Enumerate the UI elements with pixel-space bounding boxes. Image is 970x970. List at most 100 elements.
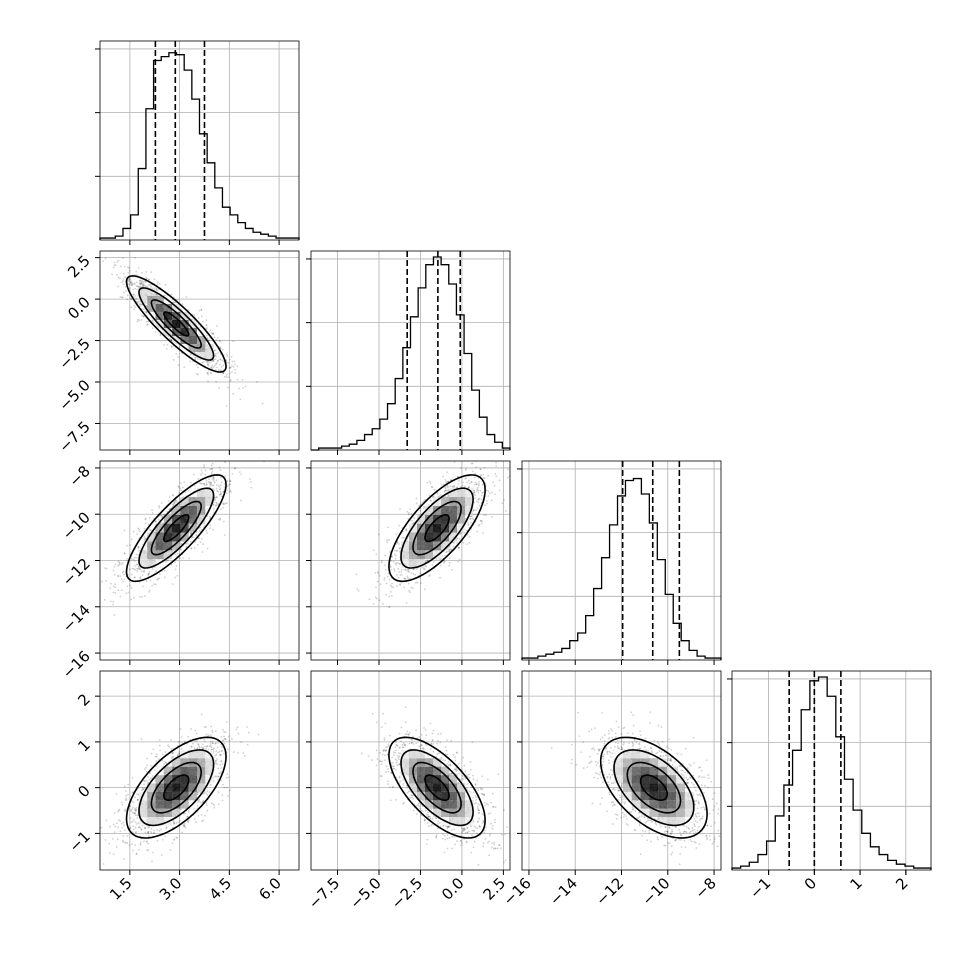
scatter-point [501,502,504,505]
scatter-point [141,596,143,598]
scatter-point [219,493,222,496]
scatter-point [458,547,461,549]
scatter-point [212,528,214,531]
scatter-point [374,572,377,574]
scatter-point [170,512,173,515]
scatter-point [397,567,400,570]
scatter-point [400,568,403,571]
scatter-point [156,578,159,581]
scatter-point [110,582,112,585]
scatter-point [185,545,188,548]
scatter-point [208,361,211,364]
scatter-point [229,379,232,381]
scatter-point [171,550,174,552]
scatter-point [156,294,159,297]
scatter-point [172,300,175,303]
scatter-point [177,356,180,358]
scatter-point [409,508,411,511]
scatter-point [132,567,135,570]
scatter-point [390,559,393,562]
density-cell [163,514,173,524]
scatter-point [470,515,473,518]
scatter-point [215,495,218,498]
scatter-point [431,563,434,566]
scatter-point [165,348,168,350]
panel-frame [310,250,511,451]
density-cell [163,319,173,328]
scatter-point [386,575,389,578]
scatter-point [210,468,213,470]
scatter-point [164,561,167,564]
scatter-point [476,530,479,533]
scatter-point [214,349,217,352]
density-cell [197,335,206,345]
scatter-point [385,593,387,596]
scatter-point [210,372,213,375]
scatter-point [212,476,215,479]
scatter-point [215,338,218,341]
scatter-point [126,557,128,560]
scatter-point [228,367,231,370]
scatter-point [117,276,120,279]
scatter-point [152,321,155,324]
scatter-point [225,374,228,376]
scatter-point [219,347,222,350]
scatter-point [135,297,138,300]
scatter-point [210,473,213,476]
scatter-point [117,560,120,563]
scatter-point [487,490,490,493]
scatter-point [135,281,138,284]
scatter-point [250,486,253,489]
scatter-point [215,479,218,482]
scatter-point [171,345,173,348]
scatter-point [151,585,153,587]
scatter-point [119,595,122,598]
scatter-point [215,355,217,357]
scatter-point [443,560,446,563]
scatter-point [192,536,195,539]
scatter-point [222,490,225,493]
scatter-point [122,279,124,282]
scatter-point [184,491,187,494]
scatter-point [219,493,222,496]
scatter-point [130,280,133,283]
scatter-point [230,355,233,358]
scatter-point [214,505,217,507]
density-cell [188,344,198,353]
scatter-point [168,337,171,340]
scatter-point [197,477,200,480]
scatter-point [116,574,119,577]
scatter-point [216,489,219,492]
scatter-point [209,516,212,518]
scatter-point [198,537,200,540]
panel-frame [99,250,300,451]
scatter-point [395,585,398,587]
scatter-point [249,481,252,484]
scatter-point [197,373,199,376]
scatter-point [113,614,116,616]
scatter-point [205,481,208,484]
scatter-point [123,552,126,555]
scatter-point [222,502,225,505]
scatter-point [135,284,138,287]
scatter-point [174,553,177,556]
scatter-point [456,486,458,489]
scatter-point [199,526,202,529]
scatter-point [151,320,154,323]
scatter-point [215,380,218,383]
contour-line [150,299,202,349]
contour-line [125,275,227,373]
panel-content [100,251,299,450]
scatter-point [155,287,158,290]
y-tick-label: −5.0 [55,376,93,414]
scatter-point [397,562,400,565]
scatter-point [412,568,415,571]
joint-panel [306,460,511,665]
density-cell [180,311,189,320]
scatter-point [201,482,204,485]
scatter-point [173,301,176,304]
scatter-point [448,561,451,564]
scatter-point [126,559,128,562]
scatter-point [138,528,140,531]
density-cell [197,488,206,498]
